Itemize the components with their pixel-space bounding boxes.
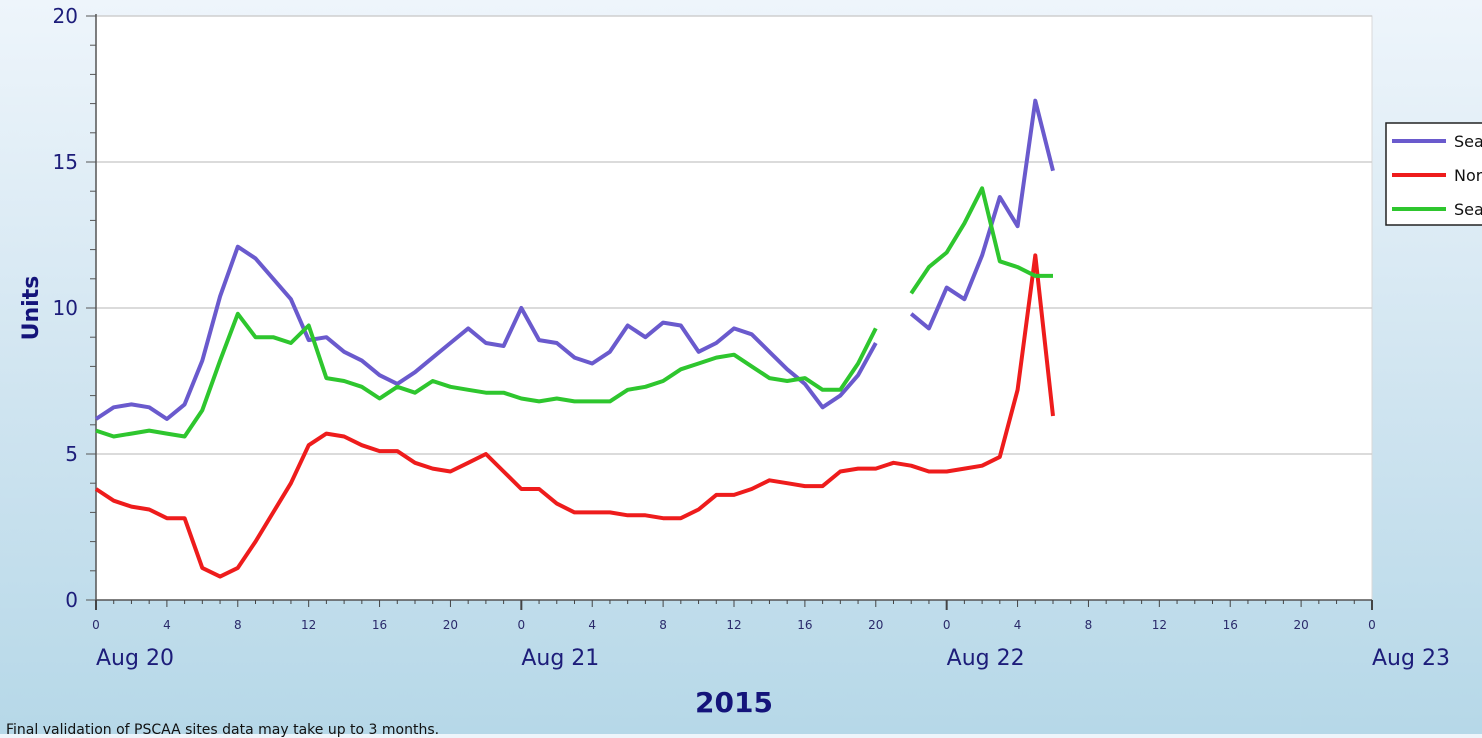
grid-lines [96, 15, 1372, 455]
x-tick-label: 16 [372, 618, 387, 632]
x-tick-label: 0 [92, 618, 100, 632]
y-tick-label: 5 [65, 442, 78, 466]
x-tick-label: 4 [1014, 618, 1022, 632]
x-day-label: Aug 20 [96, 646, 174, 671]
series-line [909, 186, 1053, 295]
x-tick-label: 20 [868, 618, 883, 632]
y-axis-label: Units [19, 276, 44, 341]
footnote: Final validation of PSCAA sites data may… [6, 722, 440, 738]
series-line [94, 244, 878, 421]
x-day-label: Aug 23 [1372, 646, 1450, 671]
x-tick-label: 8 [1085, 618, 1093, 632]
series-line [909, 98, 1055, 331]
series-line [95, 311, 878, 439]
x-axis: 0 4 8 12 16 20 0 4 8 12 16 20 0 4 8 12 16 20 0 Aug 20 Aug 21… [92, 599, 1450, 671]
legend: Sea Nor Sea [1385, 122, 1482, 226]
x-tick-label: 16 [1223, 618, 1238, 632]
x-day-label: Aug 22 [947, 646, 1025, 671]
x-tick-label: 0 [1368, 618, 1376, 632]
x-tick-label: 20 [1293, 618, 1308, 632]
x-tick-label: 8 [659, 618, 667, 632]
y-tick-label: 0 [65, 588, 78, 612]
y-tick-label: 20 [53, 4, 78, 28]
series-3 [95, 186, 1053, 439]
legend-label: Sea [1454, 132, 1482, 151]
series-line [94, 253, 1055, 579]
legend-label: Sea [1454, 200, 1482, 219]
x-axis-label: 2015 [695, 686, 773, 719]
series-2 [94, 253, 1055, 579]
x-tick-label: 16 [797, 618, 812, 632]
series-layer [94, 98, 1055, 579]
x-day-label: Aug 21 [521, 646, 599, 671]
x-tick-label: 8 [234, 618, 242, 632]
legend-label: Nor [1454, 166, 1482, 185]
x-tick-label: 0 [943, 618, 951, 632]
x-tick-label: 12 [301, 618, 316, 632]
x-tick-label: 12 [1152, 618, 1167, 632]
x-tick-label: 20 [443, 618, 458, 632]
x-tick-label: 4 [588, 618, 596, 632]
x-tick-label: 0 [518, 618, 526, 632]
x-tick-label: 12 [726, 618, 741, 632]
series-1 [94, 98, 1055, 421]
x-tick-label: 4 [163, 618, 171, 632]
y-tick-label: 15 [53, 150, 78, 174]
y-axis: 0 5 10 15 20 [53, 4, 97, 612]
y-tick-label: 10 [53, 296, 78, 320]
